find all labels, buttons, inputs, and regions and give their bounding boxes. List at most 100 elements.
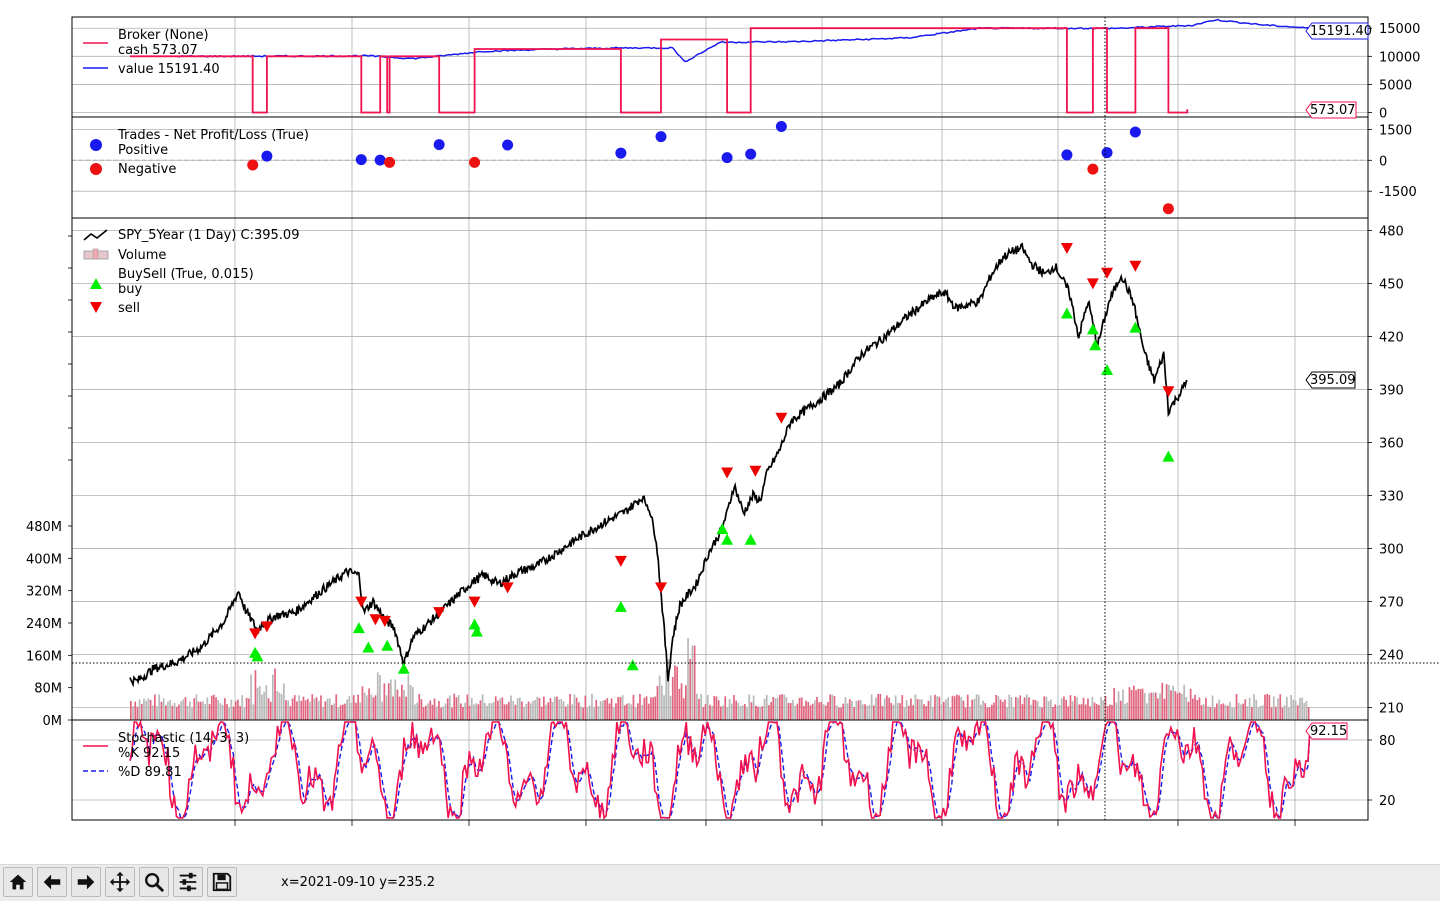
volume-bar: [449, 695, 451, 720]
volume-bar: [1261, 705, 1264, 720]
volume-bar: [575, 697, 578, 720]
volume-bar: [398, 696, 401, 720]
volume-bar: [556, 696, 558, 720]
volume-bar: [956, 694, 958, 720]
price-line: [129, 242, 1188, 688]
broker-value-line: [177, 18, 1358, 63]
volume-bar: [814, 700, 816, 720]
volume-bar: [237, 699, 239, 720]
volume-bar: [820, 701, 823, 720]
volume-bar: [940, 704, 943, 720]
volume-bar: [1047, 701, 1050, 720]
volume-bar: [650, 697, 652, 720]
volume-bar: [1194, 694, 1196, 720]
buy-marker: [468, 618, 481, 630]
trades-legend-negative: Negative: [118, 162, 176, 177]
volume-bar: [1087, 698, 1089, 720]
volume-bar: [567, 704, 569, 720]
magnifier-icon: [145, 873, 164, 892]
volume-tick-label: 400M: [26, 552, 62, 567]
volume-bar: [960, 697, 963, 720]
buy-marker: [1060, 307, 1073, 319]
volume-bar: [1283, 705, 1286, 720]
volume-bar: [446, 698, 449, 720]
volume-bar: [1211, 695, 1214, 720]
volume-bar: [652, 697, 654, 720]
forward-button[interactable]: [71, 867, 101, 897]
volume-bar: [468, 705, 471, 720]
volume-bar: [479, 700, 482, 720]
sliders-icon: [179, 872, 197, 892]
volume-bar: [374, 695, 377, 720]
volume-bar: [376, 672, 379, 720]
volume-bar: [455, 697, 458, 720]
volume-bar: [521, 701, 523, 720]
volume-bar: [833, 696, 836, 720]
volume-bar: [1253, 694, 1255, 720]
volume-bar: [276, 691, 279, 720]
home-icon: [9, 874, 27, 890]
volume-bar: [560, 699, 563, 720]
volume-bar: [151, 705, 154, 720]
volume-bar: [403, 689, 405, 720]
volume-bar: [1084, 704, 1087, 720]
volume-bar: [962, 700, 965, 720]
volume-bar: [604, 699, 606, 720]
volume-bar: [1154, 692, 1157, 720]
trade-marker: [384, 156, 396, 168]
sell-marker: [721, 467, 734, 479]
volume-bar: [949, 707, 952, 720]
series-lines: [129, 18, 1358, 820]
volume-bar: [1030, 704, 1032, 720]
volume-bar: [523, 706, 525, 720]
volume-bar: [1089, 706, 1091, 720]
volume-bar: [700, 694, 702, 720]
volume-bar: [713, 695, 716, 720]
volume-bar: [348, 696, 351, 720]
volume-bar: [525, 703, 528, 720]
volume-bar: [1294, 700, 1297, 720]
home-button[interactable]: [3, 867, 33, 897]
volume-bar: [770, 702, 772, 720]
volume-bar: [800, 697, 803, 720]
stochastic-legend-title: Stochastic (14, 3, 3): [118, 731, 249, 746]
buy-marker: [626, 659, 639, 671]
volume-bar: [680, 683, 683, 720]
volume-bar: [1251, 707, 1253, 720]
sell-marker: [433, 607, 446, 619]
volume-bar: [927, 700, 930, 720]
volume-bar: [796, 703, 799, 720]
volume-bar: [363, 692, 366, 720]
volume-bar: [1015, 697, 1017, 720]
back-button[interactable]: [37, 867, 67, 897]
volume-bar: [1054, 704, 1056, 720]
zoom-button[interactable]: [139, 867, 169, 897]
volume-bar: [390, 679, 392, 720]
save-button[interactable]: [207, 867, 237, 897]
buy-marker: [1162, 450, 1175, 462]
volume-bar: [1161, 682, 1164, 720]
volume-bar: [392, 696, 394, 720]
trade-marker: [247, 159, 259, 171]
volume-bar: [669, 695, 672, 720]
pan-button[interactable]: [105, 867, 135, 897]
volume-bar: [239, 706, 241, 720]
volume-bar: [1185, 697, 1188, 720]
volume-bar: [1019, 695, 1022, 720]
volume-bar: [510, 695, 512, 720]
volume-bar: [886, 695, 888, 720]
configure-subplots-button[interactable]: [173, 867, 203, 897]
volume-bar: [1122, 689, 1124, 720]
buy-marker: [721, 533, 734, 545]
volume-bar: [154, 694, 156, 720]
volume-bar: [665, 670, 668, 720]
volume-bar: [696, 693, 698, 720]
volume-bar: [1137, 688, 1140, 720]
volume-bar: [206, 697, 209, 720]
volume-bar: [1102, 700, 1105, 720]
volume-bar: [431, 704, 434, 720]
volume-bar: [1065, 699, 1067, 720]
volume-bar: [678, 688, 681, 720]
volume-bar: [593, 707, 595, 720]
y-tick-label: 270: [1379, 596, 1404, 611]
